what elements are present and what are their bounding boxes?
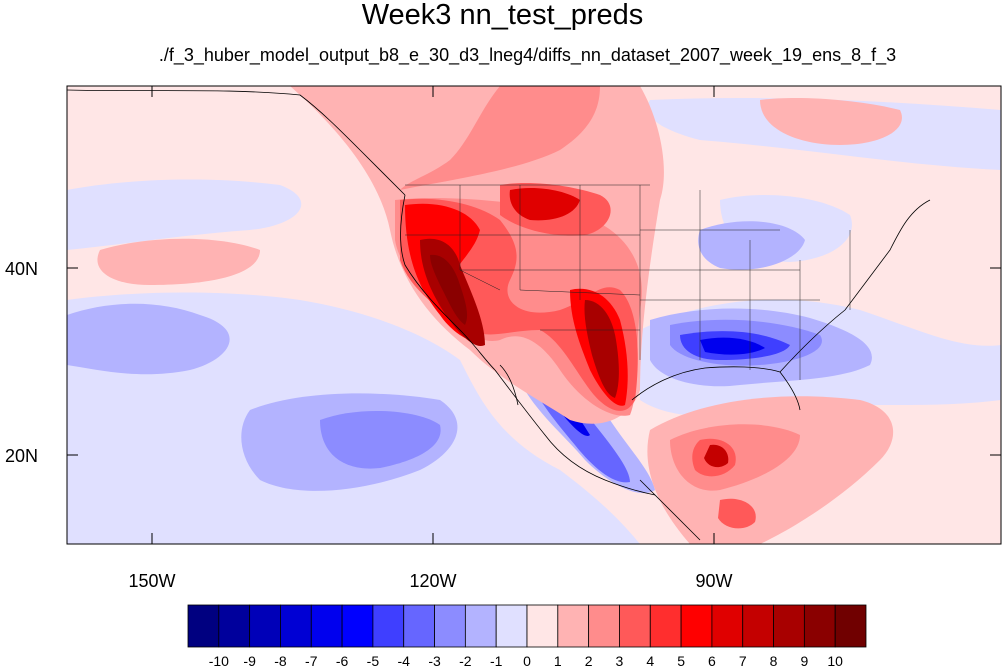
- plot-title: Week3 nn_test_preds: [361, 0, 644, 31]
- positive-region: [584, 300, 619, 398]
- plot-subtitle: ./f_3_huber_model_output_b8_e_30_d3_lneg…: [158, 45, 897, 65]
- colorbar-tick-label: -6: [336, 653, 349, 669]
- lon-label: 120W: [409, 571, 456, 591]
- colorbar-tick-label: 9: [800, 653, 808, 669]
- colorbar-tick-label: 3: [616, 653, 624, 669]
- colorbar-swatch: [434, 604, 466, 648]
- positive-region: [718, 498, 756, 529]
- negative-region: [67, 303, 230, 375]
- negative-region: [67, 179, 302, 250]
- positive-region: [400, 86, 600, 190]
- colorbar-swatch: [557, 604, 590, 648]
- colorbar-swatch: [680, 604, 713, 648]
- colorbar-tick-label: -3: [428, 653, 441, 669]
- colorbar-swatch: [803, 604, 836, 648]
- state-borders: [405, 184, 851, 380]
- colorbar-swatch: [218, 604, 251, 648]
- colorbar-tick-label: 0: [523, 653, 531, 669]
- colorbar-swatch: [588, 604, 620, 648]
- colorbar-swatch: [834, 604, 867, 648]
- positive-region: [509, 188, 580, 221]
- colorbar-swatch: [403, 604, 435, 648]
- negative-region: [698, 221, 805, 270]
- lat-label: 40N: [5, 259, 38, 279]
- colorbar-tick-label: -1: [490, 653, 503, 669]
- colorbar-swatch: [773, 604, 805, 648]
- colorbar-swatch: [187, 604, 220, 648]
- colorbar-swatch: [649, 604, 682, 648]
- colorbar-tick-label: 1: [554, 653, 562, 669]
- colorbar-tick-label: 8: [770, 653, 778, 669]
- negative-region: [700, 337, 765, 355]
- colorbar: -10 -9 -8 -7 -6 -5 -4 -3 -2 -1 0 1 2 3 4 5 6 7 8 9 10: [187, 604, 867, 669]
- positive-region: [704, 444, 729, 468]
- colorbar-swatch: [742, 604, 774, 648]
- positive-region: [430, 254, 468, 325]
- axis-ticks: [67, 86, 1001, 544]
- colorbar-swatch: [526, 604, 559, 648]
- positive-region: [97, 238, 260, 285]
- colorbar-tick-label: -9: [243, 653, 256, 669]
- negative-region: [320, 410, 441, 469]
- map-field: [67, 86, 1001, 544]
- colorbar-tick-label: 4: [646, 653, 654, 669]
- colorbar-swatch: [280, 604, 312, 648]
- colorbar-swatch: [619, 604, 651, 648]
- colorbar-tick-label: -4: [398, 653, 411, 669]
- colorbar-tick-label: 6: [708, 653, 716, 669]
- colorbar-tick-label: -2: [459, 653, 472, 669]
- colorbar-tick-label: -7: [305, 653, 318, 669]
- lon-label: 90W: [695, 571, 732, 591]
- lat-label: 20N: [5, 446, 38, 466]
- colorbar-swatch: [372, 604, 405, 648]
- coastlines: [67, 89, 931, 541]
- colorbar-swatch: [711, 604, 744, 648]
- lat-labels: 40N 20N: [5, 259, 38, 466]
- colorbar-swatch: [495, 604, 528, 648]
- colorbar-tick-label: 2: [585, 653, 593, 669]
- lon-labels: 150W 120W 90W: [128, 571, 732, 591]
- colorbar-tick-label: -5: [367, 653, 380, 669]
- colorbar-tick-label: 5: [677, 653, 685, 669]
- colorbar-tick-label: 10: [827, 653, 843, 669]
- colorbar-swatch: [464, 604, 497, 648]
- colorbar-tick-label: 7: [739, 653, 747, 669]
- lon-label: 150W: [128, 571, 175, 591]
- colorbar-tick-label: -10: [209, 653, 229, 669]
- colorbar-swatch: [341, 604, 374, 648]
- map-frame: [66, 85, 1002, 545]
- colorbar-tick-label: -8: [274, 653, 287, 669]
- colorbar-swatch: [249, 604, 281, 648]
- colorbar-swatch: [310, 604, 343, 648]
- positive-region: [760, 98, 902, 145]
